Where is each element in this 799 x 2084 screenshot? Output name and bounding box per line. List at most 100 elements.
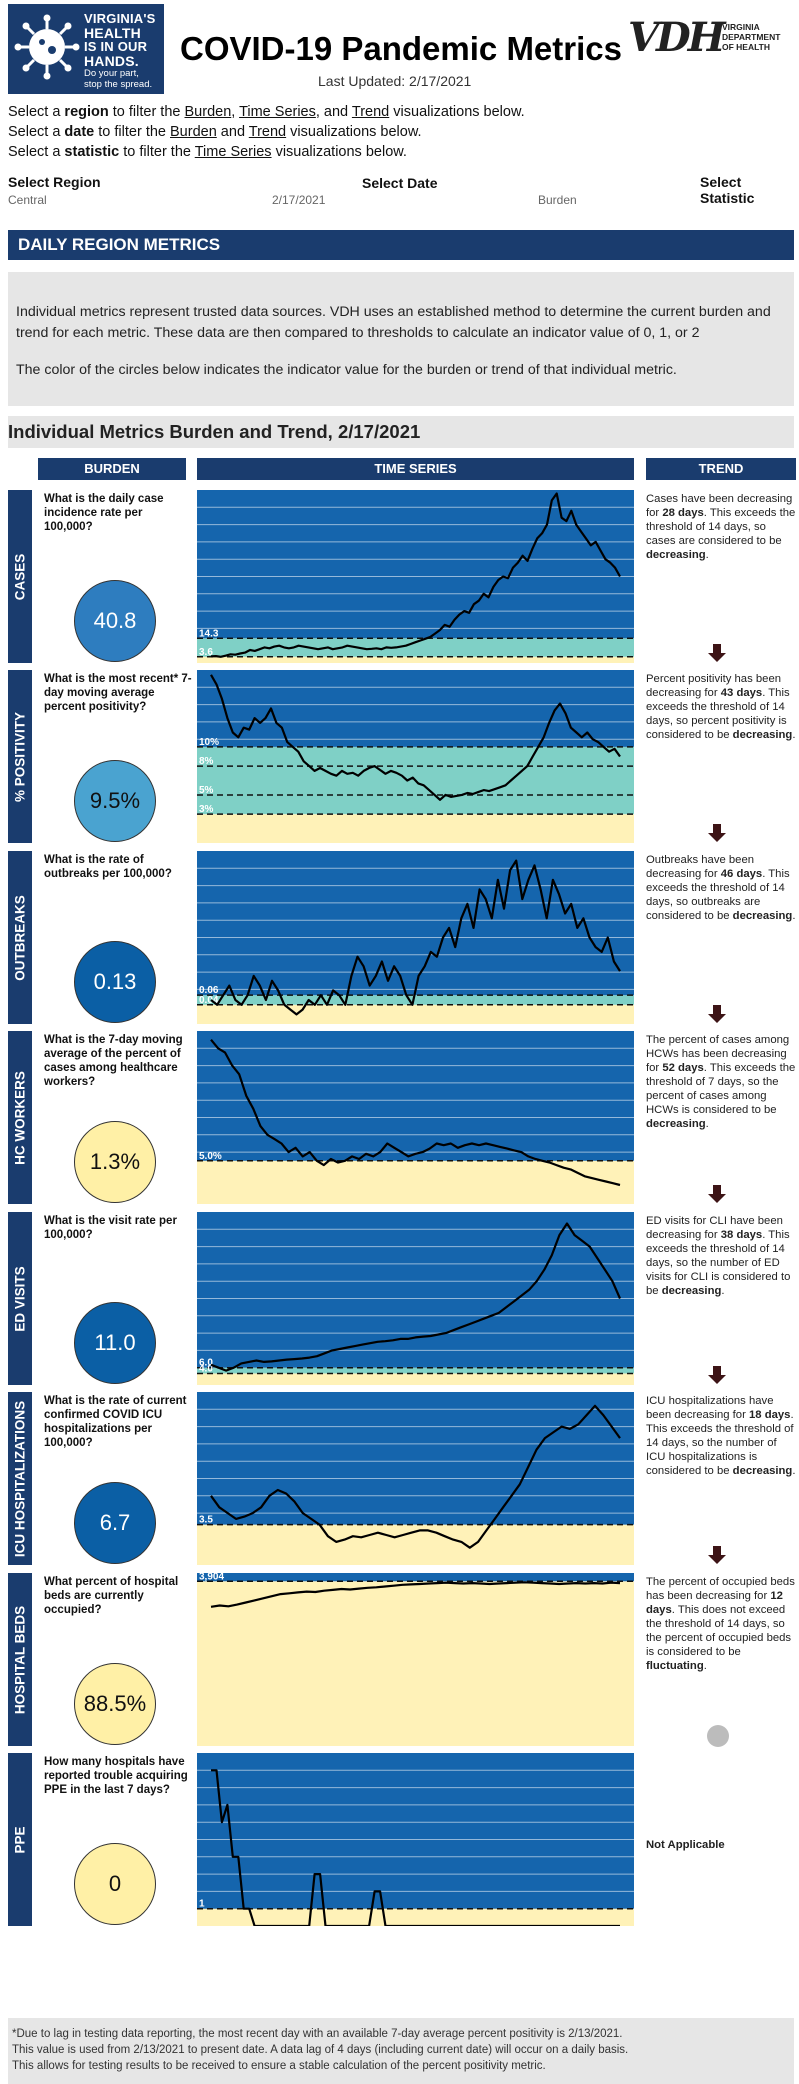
instruction-region: Select a region to filter the Burden, Ti… [8, 104, 525, 120]
series-line-ed [210, 1222, 622, 1372]
threshold-band-1 [197, 1367, 634, 1374]
threshold-band-0 [197, 656, 634, 663]
row-label-beds: HOSPITAL BEDS [8, 1573, 32, 1746]
burden-value-hcw: 1.3% [74, 1121, 156, 1203]
burden-question-outbreaks: What is the rate of outbreaks per 100,00… [44, 854, 172, 880]
row-label-text: CASES [12, 553, 28, 600]
time-series-chart-cases: 14.3 3.6 [197, 490, 634, 663]
trend-text-cases: Cases have been decreasing for 28 days. … [646, 493, 796, 561]
series-line-hcw [210, 1038, 621, 1187]
threshold-label-1: 0.04 [199, 995, 219, 1006]
threshold-label-0: 5.0% [199, 1151, 222, 1162]
time-series-chart-hcw: 5.0% [197, 1031, 634, 1204]
down-arrow-icon [708, 1185, 726, 1203]
row-label-text: ICU HOSPITALIZATIONS [12, 1400, 28, 1557]
virginia-health-logo: VIRGINIA'S HEALTH IS IN OUR HANDS. Do yo… [8, 4, 164, 94]
logo-text: VIRGINIA'S HEALTH IS IN OUR HANDS. [84, 11, 156, 69]
page-title: COVID-19 Pandemic Metrics [180, 30, 622, 67]
time-series-chart-icu: 3.5 [197, 1392, 634, 1565]
instruction-date: Select a date to filter the Burden and T… [8, 124, 422, 140]
virus-icon [14, 14, 80, 80]
series-line-positivity [210, 674, 621, 801]
threshold-band-2 [197, 490, 634, 639]
threshold-label-3: 3% [199, 804, 214, 815]
info-paragraph-2: The color of the circles below indicates… [16, 362, 677, 378]
row-label-icu: ICU HOSPITALIZATIONS [8, 1392, 32, 1565]
threshold-label-0: 1 [199, 1899, 205, 1910]
threshold-band-0 [197, 1373, 634, 1385]
region-filter[interactable]: Central [8, 193, 47, 207]
series-line-icu [210, 1404, 621, 1549]
threshold-band-1 [197, 1031, 634, 1161]
row-label-ed: ED VISITS [8, 1212, 32, 1385]
threshold-band-1 [197, 1573, 634, 1582]
down-arrow-icon [708, 824, 726, 842]
row-label-text: HC WORKERS [12, 1070, 28, 1165]
row-label-text: PPE [12, 1825, 28, 1854]
down-arrow-icon [708, 644, 726, 662]
burden-value-ed: 11.0 [74, 1302, 156, 1384]
date-filter-label: Select Date [362, 175, 438, 191]
row-label-outbreaks: OUTBREAKS [8, 851, 32, 1024]
trend-text-ppe: Not Applicable [646, 1839, 725, 1851]
row-label-text: % POSITIVITY [12, 711, 28, 802]
section-title: Individual Metrics Burden and Trend, 2/1… [8, 416, 794, 448]
time-series-chart-ppe: 1 [197, 1753, 634, 1926]
instruction-statistic: Select a statistic to filter the Time Se… [8, 144, 407, 160]
threshold-band-1 [197, 995, 634, 1005]
statistic-filter[interactable]: Burden [538, 193, 577, 207]
neutral-trend-dot-icon [707, 1725, 729, 1747]
date-filter[interactable]: 2/17/2021 [272, 193, 326, 207]
burden-value-cases: 40.8 [74, 580, 156, 662]
threshold-band-1 [197, 638, 634, 657]
trend-column-header: TREND [646, 458, 796, 480]
trend-text-icu: ICU hospitalizations have been decreasin… [646, 1395, 796, 1477]
threshold-band-0 [197, 814, 634, 843]
burden-value-positivity: 9.5% [74, 760, 156, 842]
info-paragraph-1: Individual metrics represent trusted dat… [16, 304, 771, 341]
series-line-cases [210, 492, 621, 658]
time-series-column-header: TIME SERIES [197, 458, 634, 480]
vdh-logo: VDH VIRGINIA DEPARTMENT OF HEALTH [628, 14, 781, 61]
row-label-text: HOSPITAL BEDS [12, 1605, 28, 1714]
threshold-label-0: 10% [199, 737, 219, 748]
footnote: *Due to lag in testing data reporting, t… [8, 2018, 794, 2084]
statistic-filter-label: Select Statistic [700, 174, 755, 206]
last-updated: Last Updated: 2/17/2021 [318, 73, 472, 89]
threshold-label-2: 5% [199, 785, 214, 796]
threshold-label-1: 8% [199, 756, 214, 767]
threshold-band-0 [197, 1004, 634, 1024]
burden-value-ppe: 0 [74, 1843, 156, 1925]
threshold-band-2 [197, 851, 634, 996]
threshold-band-2 [197, 670, 634, 747]
burden-column-header: BURDEN [38, 458, 186, 480]
trend-text-positivity: Percent positivity has been decreasing f… [646, 673, 796, 741]
time-series-chart-positivity: 10% 8% 5% 3% [197, 670, 634, 843]
series-line-outbreaks [210, 859, 621, 1016]
burden-question-positivity: What is the most recent* 7-day moving av… [44, 673, 192, 713]
threshold-label-0: 14.3 [199, 628, 219, 639]
threshold-label-0: 6.0 [199, 1358, 213, 1369]
row-label-text: OUTBREAKS [12, 894, 28, 981]
time-series-chart-beds: 3,904 [197, 1573, 634, 1746]
series-line-beds [210, 1581, 621, 1608]
burden-question-hcw: What is the 7-day moving average of the … [44, 1034, 183, 1088]
threshold-band-0 [197, 1908, 634, 1926]
down-arrow-icon [708, 1005, 726, 1023]
trend-text-hcw: The percent of cases among HCWs has been… [646, 1034, 796, 1130]
trend-text-ed: ED visits for CLI have been decreasing f… [646, 1215, 791, 1297]
row-label-text: ED VISITS [12, 1265, 28, 1332]
info-box: Individual metrics represent trusted dat… [8, 272, 794, 406]
logo-subtext: Do your part, stop the spread. [84, 68, 153, 90]
region-filter-label: Select Region [8, 174, 101, 190]
burden-question-cases: What is the daily case incidence rate pe… [44, 493, 164, 533]
burden-question-ppe: How many hospitals have reported trouble… [44, 1756, 188, 1796]
row-label-positivity: % POSITIVITY [8, 670, 32, 843]
threshold-band-2 [197, 1212, 634, 1368]
time-series-chart-ed: 6.04.0 [197, 1212, 634, 1385]
threshold-band-1 [197, 1392, 634, 1525]
row-label-ppe: PPE [8, 1753, 32, 1926]
daily-region-metrics-banner: DAILY REGION METRICS [8, 230, 794, 260]
threshold-label-1: 3.6 [199, 647, 213, 658]
threshold-label-0: 3.5 [199, 1515, 213, 1526]
